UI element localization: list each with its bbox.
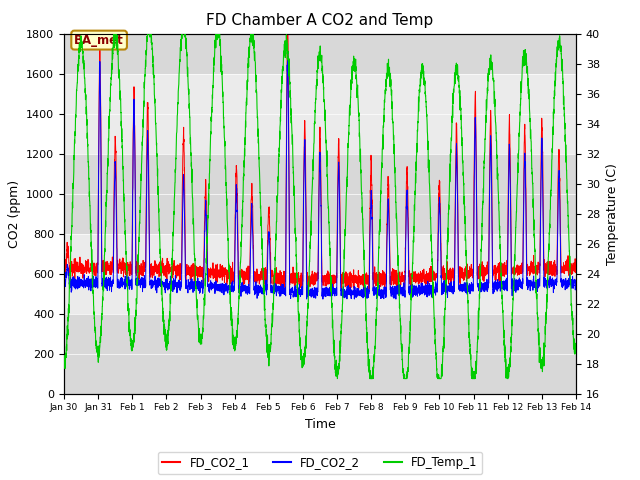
Y-axis label: CO2 (ppm): CO2 (ppm): [8, 180, 20, 248]
Bar: [64, 154, 576, 234]
Bar: [64, 73, 576, 154]
Title: FD Chamber A CO2 and Temp: FD Chamber A CO2 and Temp: [206, 13, 434, 28]
Legend: FD_CO2_1, FD_CO2_2, FD_Temp_1: FD_CO2_1, FD_CO2_2, FD_Temp_1: [157, 452, 483, 474]
Y-axis label: Temperature (C): Temperature (C): [605, 163, 618, 264]
X-axis label: Time: Time: [305, 418, 335, 431]
Bar: [64, 313, 576, 394]
Bar: [64, 234, 576, 313]
Bar: [64, 34, 576, 73]
Text: BA_met: BA_met: [74, 34, 124, 47]
